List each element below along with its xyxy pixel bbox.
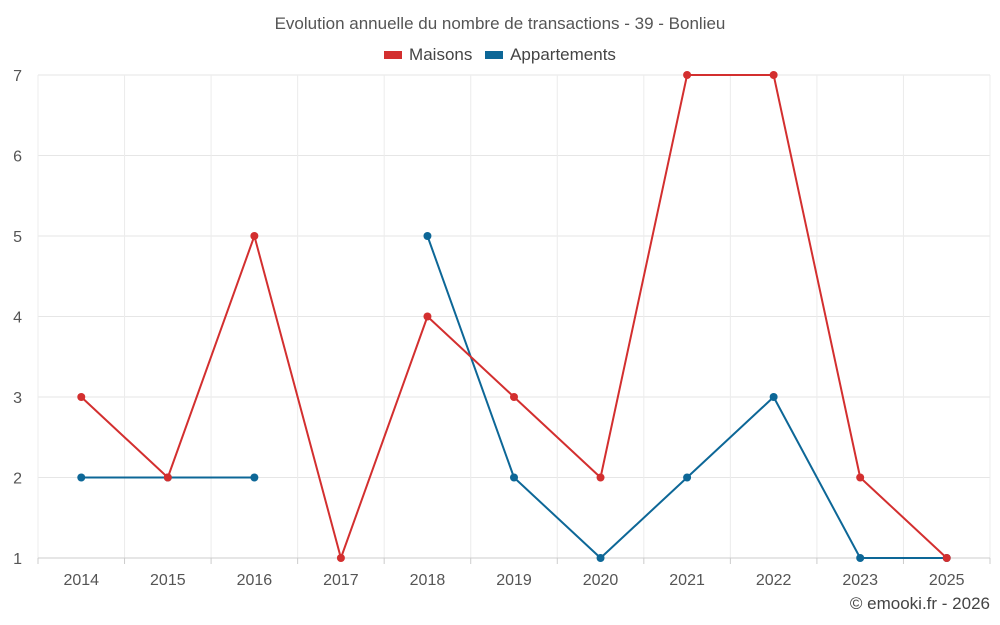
grid xyxy=(37,74,991,558)
x-axis-ticks: 2014 2015 2016 2017 2018 2019 2020 2021 2022 2023… xyxy=(63,572,964,589)
data-point-maisons xyxy=(596,473,605,482)
data-point-appartements xyxy=(423,232,432,240)
data-point-maisons xyxy=(336,554,345,562)
y-tick-label: 7 xyxy=(13,68,22,85)
data-point-appartements xyxy=(510,473,518,482)
x-tick-label: 2017 xyxy=(323,572,359,589)
axes xyxy=(37,557,991,564)
data-point-maisons xyxy=(942,554,951,562)
legend-swatch-appartements xyxy=(485,50,504,59)
legend-label-maisons: Maisons xyxy=(409,45,473,64)
y-tick-label: 5 xyxy=(13,229,22,246)
series-maisons xyxy=(77,71,951,562)
x-tick-label: 2018 xyxy=(410,572,446,589)
y-axis-ticks: 1 2 3 4 5 6 7 xyxy=(13,68,22,568)
data-point-appartements xyxy=(77,473,86,482)
data-point-appartements xyxy=(596,554,605,562)
legend-item-maisons[interactable]: Maisons xyxy=(384,45,472,65)
data-point-maisons xyxy=(769,71,778,79)
data-point-maisons xyxy=(683,71,692,79)
x-tick-label: 2016 xyxy=(237,572,273,589)
y-tick-label: 2 xyxy=(13,471,22,488)
x-tick-label: 2023 xyxy=(842,572,878,589)
x-tick-label: 2014 xyxy=(63,572,99,589)
x-tick-label: 2021 xyxy=(669,572,705,589)
y-tick-label: 1 xyxy=(13,551,22,568)
y-tick-label: 4 xyxy=(13,310,22,327)
data-point-maisons xyxy=(163,473,172,482)
x-tick-label: 2020 xyxy=(583,572,619,589)
legend-item-appartements[interactable]: Appartements xyxy=(485,45,616,65)
data-point-maisons xyxy=(250,232,259,240)
data-point-maisons xyxy=(856,473,865,482)
data-point-maisons xyxy=(423,312,432,321)
series-group xyxy=(77,71,951,562)
data-point-maisons xyxy=(510,393,518,401)
x-tick-label: 2015 xyxy=(150,572,186,589)
data-point-appartements xyxy=(769,393,778,401)
x-tick-label: 2025 xyxy=(929,572,965,589)
y-tick-label: 3 xyxy=(13,390,22,407)
legend-label-appartements: Appartements xyxy=(510,45,616,64)
x-tick-label: 2019 xyxy=(496,572,532,589)
series-appartements xyxy=(77,232,951,562)
y-tick-label: 6 xyxy=(13,149,22,166)
data-point-appartements xyxy=(250,473,259,482)
data-point-appartements xyxy=(683,473,692,482)
x-tick-label: 2022 xyxy=(756,572,792,589)
data-point-maisons xyxy=(77,393,86,401)
data-point-appartements xyxy=(856,554,865,562)
chart-title: Evolution annuelle du nombre de transact… xyxy=(274,14,726,33)
legend: Maisons Appartements xyxy=(0,45,1000,65)
credit[interactable]: © emooki.fr - 2026 xyxy=(849,594,990,613)
legend-swatch-maisons xyxy=(384,50,403,59)
